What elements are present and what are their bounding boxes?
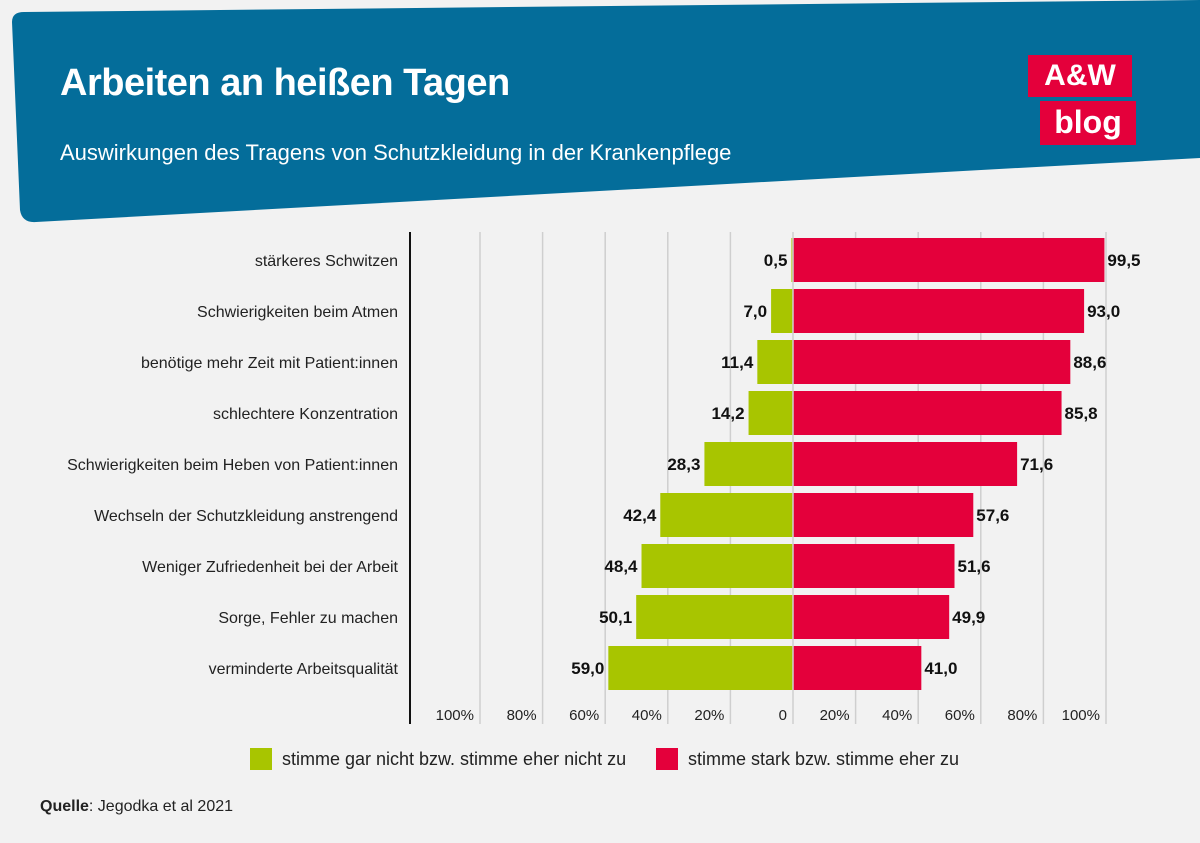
value-label-agree: 99,5 — [1107, 251, 1140, 270]
diverging-bar-chart: 100% 80% 60% 40% 20% 0 20% 40% 60% 80% 100% stärker… — [67, 232, 1141, 724]
bar-agree — [793, 493, 974, 537]
value-label-disagree: 7,0 — [743, 302, 767, 321]
bar-disagree — [608, 646, 793, 690]
value-label-agree: 41,0 — [924, 659, 957, 678]
bar-agree — [793, 442, 1018, 486]
value-label-disagree: 0,5 — [764, 251, 788, 270]
value-label-disagree: 11,4 — [721, 353, 754, 372]
x-tick-label: 40% — [632, 707, 662, 724]
logo-text-aw: A&W — [1028, 55, 1132, 97]
bar-disagree — [757, 340, 793, 384]
value-label-disagree: 50,1 — [599, 608, 632, 627]
source-text: : Jegodka et al 2021 — [88, 798, 234, 815]
logo-text-blog: blog — [1040, 101, 1136, 145]
bar-disagree — [791, 238, 793, 282]
category-label: Schwierigkeiten beim Atmen — [197, 304, 398, 321]
bar-disagree — [771, 289, 793, 333]
x-tick-label: 80% — [507, 707, 537, 724]
source-label: Quelle — [40, 798, 89, 815]
category-label: stärkeres Schwitzen — [255, 253, 398, 270]
category-label: Wechseln der Schutzkleidung anstrengend — [94, 508, 398, 525]
value-label-agree: 88,6 — [1073, 353, 1106, 372]
value-label-agree: 85,8 — [1065, 404, 1098, 423]
value-label-agree: 93,0 — [1087, 302, 1120, 321]
bar-disagree — [660, 493, 793, 537]
bar-agree — [793, 391, 1062, 435]
aw-blog-logo: A&W blog — [1020, 55, 1140, 150]
x-tick-label: 0 — [779, 707, 787, 724]
category-label: Weniger Zufriedenheit bei der Arbeit — [142, 559, 398, 576]
bar-agree — [793, 544, 955, 588]
x-tick-label: 60% — [945, 707, 975, 724]
chart-subtitle: Auswirkungen des Tragens von Schutzkleid… — [60, 140, 732, 165]
x-tick-label: 20% — [694, 707, 724, 724]
legend-item-agree: stimme stark bzw. stimme eher zu — [656, 748, 959, 770]
legend-swatch-disagree — [250, 748, 272, 770]
x-tick-label: 100% — [1062, 707, 1100, 724]
x-tick-label: 80% — [1007, 707, 1037, 724]
value-label-agree: 51,6 — [958, 557, 991, 576]
value-label-disagree: 14,2 — [711, 404, 744, 423]
x-tick-label: 60% — [569, 707, 599, 724]
value-label-disagree: 28,3 — [667, 455, 700, 474]
value-label-agree: 57,6 — [976, 506, 1009, 525]
chart-title: Arbeiten an heißen Tagen — [60, 62, 510, 104]
bar-agree — [793, 595, 950, 639]
value-label-disagree: 59,0 — [571, 659, 604, 678]
bar-disagree — [748, 391, 793, 435]
category-label: verminderte Arbeitsqualität — [209, 661, 399, 678]
category-label: benötige mehr Zeit mit Patient:innen — [141, 355, 398, 372]
header-banner-shape — [12, 0, 1200, 223]
category-label: schlechtere Konzentration — [213, 406, 398, 423]
legend-swatch-agree — [656, 748, 678, 770]
x-tick-label: 100% — [436, 707, 474, 724]
value-label-disagree: 42,4 — [623, 506, 657, 525]
bar-agree — [793, 238, 1105, 282]
legend-label-agree: stimme stark bzw. stimme eher zu — [688, 749, 960, 769]
value-label-agree: 71,6 — [1020, 455, 1053, 474]
source-note: Quelle: Jegodka et al 2021 — [40, 798, 233, 816]
legend-label-disagree: stimme gar nicht bzw. stimme eher nicht … — [282, 749, 627, 769]
bar-agree — [793, 340, 1071, 384]
header-banner — [12, 0, 1200, 223]
bar-agree — [793, 289, 1085, 333]
legend-item-disagree: stimme gar nicht bzw. stimme eher nicht … — [250, 748, 626, 770]
bar-agree — [793, 646, 922, 690]
category-label: Sorge, Fehler zu machen — [218, 610, 398, 627]
bar-disagree — [704, 442, 793, 486]
value-label-agree: 49,9 — [952, 608, 985, 627]
x-tick-label: 40% — [882, 707, 912, 724]
category-label: Schwierigkeiten beim Heben von Patient:i… — [67, 457, 398, 474]
value-label-disagree: 48,4 — [604, 557, 638, 576]
bar-disagree — [636, 595, 793, 639]
x-tick-label: 20% — [820, 707, 850, 724]
bar-disagree — [641, 544, 793, 588]
